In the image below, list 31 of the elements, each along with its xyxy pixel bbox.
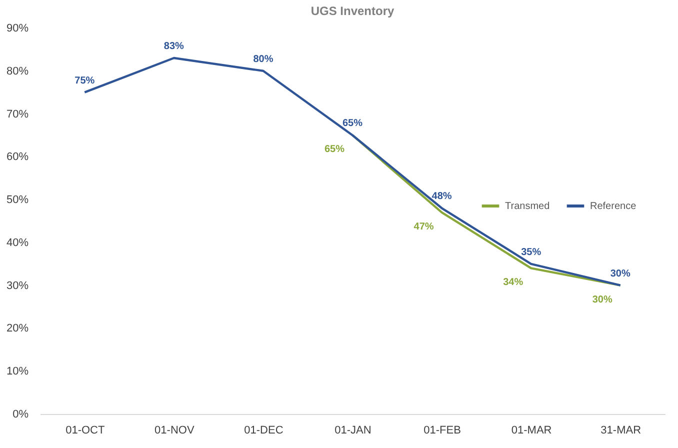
data-label: 83% bbox=[164, 41, 184, 52]
x-tick-label: 01-MAR bbox=[511, 424, 552, 436]
y-tick-label: 30% bbox=[6, 280, 29, 292]
data-label: 34% bbox=[503, 277, 524, 288]
data-label: 30% bbox=[610, 268, 630, 280]
data-label: 47% bbox=[414, 221, 434, 232]
y-tick-label: 70% bbox=[6, 108, 29, 120]
data-label: 75% bbox=[74, 75, 95, 86]
x-tick-label: 31-MAR bbox=[600, 424, 642, 436]
data-label: 48% bbox=[432, 191, 452, 202]
x-tick-label: 01-OCT bbox=[66, 424, 105, 436]
y-tick-label: 90% bbox=[6, 22, 29, 34]
y-tick-label: 40% bbox=[6, 236, 29, 249]
y-tick-label: 80% bbox=[6, 65, 29, 78]
x-tick-label: 01-NOV bbox=[154, 424, 195, 436]
data-label: 65% bbox=[342, 118, 363, 130]
legend-label: Transmed bbox=[505, 200, 550, 212]
y-tick-label: 10% bbox=[6, 366, 29, 378]
data-label: 30% bbox=[592, 294, 612, 306]
legend-label: Reference bbox=[590, 200, 637, 212]
x-tick-label: 01-JAN bbox=[334, 424, 372, 436]
x-tick-label: 01-FEB bbox=[424, 424, 461, 436]
y-tick-label: 50% bbox=[6, 194, 29, 206]
y-tick-label: 20% bbox=[6, 322, 29, 335]
y-tick-label: 60% bbox=[6, 151, 29, 164]
data-label: 35% bbox=[521, 246, 542, 258]
y-tick-label: 0% bbox=[12, 408, 29, 420]
data-label: 80% bbox=[253, 54, 274, 65]
chart-title: UGS Inventory bbox=[310, 4, 394, 18]
x-tick-label: 01-DEC bbox=[244, 424, 284, 436]
data-label: 65% bbox=[324, 144, 345, 156]
